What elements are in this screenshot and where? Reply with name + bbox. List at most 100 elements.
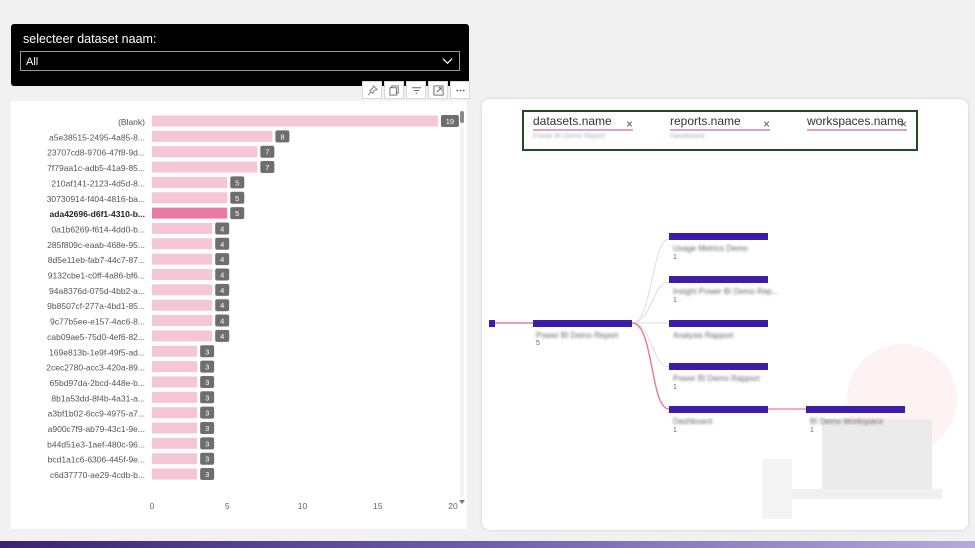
data-label: 3 (205, 393, 209, 402)
remove-level-button[interactable]: × (762, 117, 770, 131)
bar[interactable] (152, 130, 273, 142)
data-label: 4 (220, 271, 224, 280)
category-label: c6d37770-ae29-4cdb-b... (50, 470, 145, 480)
data-label: 4 (220, 240, 224, 249)
data-label-badge (215, 329, 230, 342)
bar[interactable] (152, 299, 213, 311)
decomposition-tree-card: datasets.name × Power BI Demo Report rep… (482, 99, 968, 530)
category-label: 94a8376d-075d-4bb2-a... (49, 286, 145, 296)
tree-node-report-3[interactable] (669, 320, 768, 327)
bar[interactable] (152, 453, 198, 465)
level-name: datasets.name (533, 114, 633, 131)
tree-node-dataset[interactable] (533, 320, 632, 327)
data-label-badge (215, 237, 230, 250)
bar[interactable] (152, 284, 213, 296)
bar[interactable] (152, 192, 228, 204)
data-label: 4 (220, 255, 224, 264)
bar[interactable] (152, 361, 198, 373)
scrollbar-thumb[interactable] (460, 111, 464, 123)
copy-visual-button[interactable] (384, 81, 404, 99)
more-options-icon (455, 89, 465, 91)
filter-visual-button[interactable] (406, 81, 426, 99)
tree-node-report-1[interactable] (669, 233, 768, 240)
data-label: 3 (205, 424, 209, 433)
bar[interactable] (152, 437, 198, 449)
dropdown-value: All (26, 56, 39, 68)
bar[interactable] (152, 207, 228, 219)
x-tick-label: 5 (225, 501, 230, 511)
data-label: 3 (205, 347, 209, 356)
category-label: 23707cd8-9706-47f8-9d... (47, 148, 145, 158)
data-label-badge (215, 299, 230, 312)
tree-node-report-2[interactable] (669, 276, 768, 283)
category-label: 210af141-2123-4d5d-8... (51, 178, 145, 188)
bar[interactable] (152, 376, 198, 388)
category-label: 169e813b-1e9f-49f5-ad... (49, 347, 145, 357)
x-tick-label: 15 (373, 501, 383, 511)
data-label: 4 (220, 332, 224, 341)
bar[interactable] (152, 391, 198, 403)
tree-level-header: datasets.name × Power BI Demo Report rep… (522, 110, 918, 151)
more-options-button[interactable] (450, 81, 470, 99)
bar[interactable] (152, 222, 213, 234)
background-illustration (762, 344, 957, 519)
data-label: 3 (205, 470, 209, 479)
data-label-badge (200, 422, 215, 434)
data-label-badge (230, 191, 245, 204)
bar[interactable] (152, 161, 258, 173)
bar[interactable] (152, 146, 258, 158)
data-label: 5 (235, 194, 239, 203)
x-tick-label: 0 (150, 501, 155, 511)
category-label: a5e38515-2495-4a85-8... (49, 132, 145, 142)
data-label: 7 (265, 148, 269, 157)
x-tick-label: 20 (448, 501, 458, 511)
node-label: Dashboard (673, 417, 713, 426)
node-value: 1 (810, 427, 814, 434)
tree-node-report-4[interactable] (669, 363, 768, 370)
data-label: 4 (220, 301, 224, 310)
bar[interactable] (152, 407, 198, 419)
category-label: 8b1a53dd-8f4b-4a31-a... (51, 393, 145, 403)
tree-node-report-5[interactable] (669, 406, 768, 413)
scroll-down-icon[interactable] (459, 499, 465, 505)
tree-node-workspace-1[interactable] (806, 406, 905, 413)
bar[interactable] (152, 315, 213, 327)
data-label-badge (200, 406, 215, 419)
data-label-badge (260, 161, 275, 174)
level-selection: Power BI Demo Report (533, 133, 605, 140)
bar[interactable] (152, 330, 213, 342)
bar[interactable] (152, 253, 213, 265)
category-label: bcd1a1c6-6306-445f-9e... (48, 455, 145, 465)
dataset-dropdown[interactable]: All (20, 51, 460, 71)
data-label: 3 (205, 378, 209, 387)
bar[interactable] (152, 345, 198, 357)
data-label-badge (200, 437, 215, 450)
data-label: 19 (446, 117, 454, 126)
tree-root-node[interactable] (489, 320, 495, 327)
bar[interactable] (152, 238, 213, 250)
category-label: 9b8507cf-277a-4bd1-85... (47, 301, 145, 311)
node-label: Usage Metrics Demo (673, 244, 748, 253)
remove-level-button[interactable]: × (625, 117, 633, 131)
data-label-badge (200, 468, 215, 481)
bar[interactable] (152, 115, 438, 127)
category-label: 7f79aa1c-adb5-41a9-85... (47, 163, 145, 173)
data-label: 4 (220, 224, 224, 233)
data-label: 3 (205, 439, 209, 448)
bar[interactable] (152, 468, 198, 480)
bar[interactable] (152, 269, 213, 280)
bar[interactable] (152, 176, 228, 188)
node-label: Power BI Demo Rapport (673, 374, 760, 383)
category-label: 285f809c-eaab-468e-95... (47, 240, 145, 250)
node-value: 1 (673, 384, 677, 391)
bottom-banner (0, 541, 975, 548)
category-label: a3bf1b02-6cc9-4975-a7... (48, 409, 145, 419)
level-datasets: datasets.name × Power BI Demo Report (533, 114, 633, 140)
focus-mode-button[interactable] (428, 81, 448, 99)
data-label: 8 (280, 132, 284, 141)
bar[interactable] (152, 422, 198, 434)
category-label: 9c77b5ee-e157-4ac6-8... (50, 317, 145, 327)
pin-visual-button[interactable] (362, 81, 382, 99)
chart-scrollbar[interactable] (460, 111, 464, 497)
remove-level-button[interactable]: × (899, 117, 907, 131)
